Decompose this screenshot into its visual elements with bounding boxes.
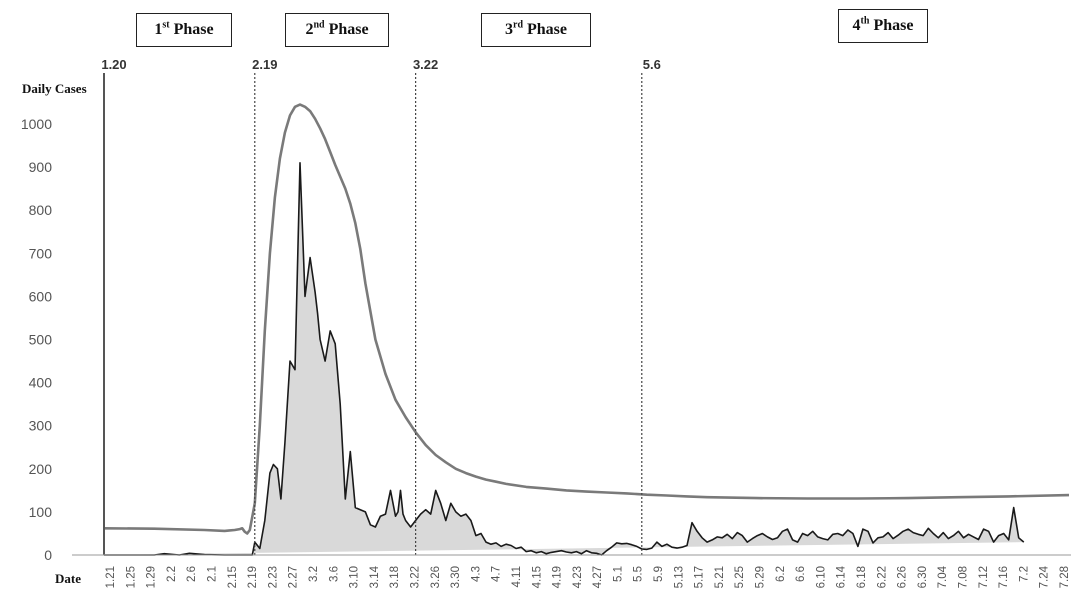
x-tick-label: 2.15 xyxy=(227,566,239,588)
x-tick-label: 5.9 xyxy=(653,566,665,582)
x-tick-label: 4.23 xyxy=(572,566,584,588)
x-tick-label: 6.14 xyxy=(836,565,848,588)
x-tick-label: 7.08 xyxy=(958,566,970,588)
phase-3-suffix: rd xyxy=(513,19,523,31)
x-tick-label: 6.30 xyxy=(917,566,929,588)
phase-2-number: 2 xyxy=(305,21,314,38)
x-tick-label: 4.27 xyxy=(592,566,604,588)
phase-4-text: Phase xyxy=(873,17,914,34)
phase-3-text: Phase xyxy=(527,21,567,38)
y-tick-label: 200 xyxy=(29,461,53,477)
date-marker-label: 3.22 xyxy=(413,57,438,72)
x-tick-label: 7.12 xyxy=(978,566,990,588)
x-tick-label: 5.1 xyxy=(612,566,624,582)
date-marker-label: 1.20 xyxy=(101,57,126,72)
phase-2-suffix: nd xyxy=(313,19,325,31)
trend-curve xyxy=(103,103,1070,535)
x-tick-label: 2.23 xyxy=(267,566,279,588)
daily-cases-area xyxy=(104,162,1025,556)
x-tick-label: 6.18 xyxy=(856,566,868,588)
phase-1-suffix: st xyxy=(162,19,170,31)
y-tick-label: 900 xyxy=(29,159,53,175)
y-tick-label: 0 xyxy=(44,547,52,563)
x-tick-label: 3.6 xyxy=(328,566,340,582)
x-axis-title: Date xyxy=(55,571,81,586)
x-tick-label: 4.19 xyxy=(552,566,564,588)
phase-4-number: 4 xyxy=(852,17,861,34)
x-tick-label: 6.6 xyxy=(795,566,807,582)
x-tick-label: 7.16 xyxy=(998,566,1010,588)
y-tick-label: 800 xyxy=(29,202,53,218)
phase-date-markers: 1.20 2.19 3.22 5.6 xyxy=(101,57,661,555)
x-tick-label: 4.3 xyxy=(470,566,482,582)
phase-4-label: 4th Phase xyxy=(838,9,928,43)
x-tick-label: 6.10 xyxy=(815,566,827,588)
y-tick-label: 500 xyxy=(29,332,53,348)
x-axis-ticks: 1.21 1.25 1.29 2.2 2.6 2.1 2.15 2.19 2.23 2.27 3.2… xyxy=(105,565,1071,588)
phase-2-text: Phase xyxy=(328,21,369,38)
phase-1-label: 1st Phase xyxy=(136,13,232,47)
x-tick-label: 1.25 xyxy=(125,566,137,588)
phase-2-label: 2nd Phase xyxy=(285,13,389,47)
y-tick-label: 400 xyxy=(29,375,53,391)
phase-3-number: 3 xyxy=(505,21,513,38)
x-tick-label: 2.1 xyxy=(207,566,219,582)
y-axis-ticks: 0 100 200 300 400 500 600 700 800 900 1000 xyxy=(21,116,52,563)
x-tick-label: 2.27 xyxy=(288,566,300,588)
x-tick-label: 3.18 xyxy=(389,566,401,588)
x-tick-label: 5.13 xyxy=(673,566,685,588)
y-axis-title: Daily Cases xyxy=(22,81,87,96)
x-tick-label: 2.19 xyxy=(247,566,259,588)
date-marker-label: 2.19 xyxy=(252,57,277,72)
y-tick-label: 100 xyxy=(29,504,53,520)
x-tick-label: 3.10 xyxy=(349,566,361,588)
x-tick-label: 2.2 xyxy=(166,566,178,582)
x-tick-label: 1.21 xyxy=(105,566,117,588)
x-tick-label: 4.7 xyxy=(491,566,503,582)
x-tick-label: 7.2 xyxy=(1018,566,1030,582)
x-tick-label: 1.29 xyxy=(146,566,158,588)
x-tick-label: 7.24 xyxy=(1039,565,1051,588)
y-tick-label: 700 xyxy=(29,245,53,261)
x-tick-label: 6.22 xyxy=(876,566,888,588)
x-tick-label: 5.25 xyxy=(734,566,746,588)
x-tick-label: 3.26 xyxy=(430,566,442,588)
daily-cases-line xyxy=(104,162,1025,556)
x-tick-label: 2.6 xyxy=(186,566,198,582)
x-tick-label: 5.29 xyxy=(755,566,767,588)
x-tick-label: 7.04 xyxy=(937,565,949,588)
phase-4-suffix: th xyxy=(860,15,870,27)
x-tick-label: 3.22 xyxy=(410,566,422,588)
y-tick-label: 600 xyxy=(29,288,53,304)
phase-1-number: 1 xyxy=(154,21,163,38)
date-marker-label: 5.6 xyxy=(643,57,661,72)
x-tick-label: 4.15 xyxy=(531,566,543,588)
phase-3-label: 3rd Phase xyxy=(481,13,591,47)
x-tick-label: 7.28 xyxy=(1059,566,1071,588)
x-tick-label: 3.2 xyxy=(308,566,320,582)
y-tick-label: 1000 xyxy=(21,116,52,132)
x-tick-label: 5.21 xyxy=(714,566,726,588)
x-tick-label: 6.26 xyxy=(897,566,909,588)
y-tick-label: 300 xyxy=(29,418,53,434)
x-tick-label: 3.14 xyxy=(369,565,381,588)
daily-cases-fill xyxy=(104,162,1024,556)
x-tick-label: 3.30 xyxy=(450,566,462,588)
x-tick-label: 6.2 xyxy=(775,566,787,582)
x-tick-label: 5.17 xyxy=(694,566,706,588)
trend-line xyxy=(103,103,1070,535)
phase-1-text: Phase xyxy=(173,21,214,38)
x-tick-label: 5.5 xyxy=(633,566,645,582)
x-tick-label: 4.11 xyxy=(511,566,523,588)
